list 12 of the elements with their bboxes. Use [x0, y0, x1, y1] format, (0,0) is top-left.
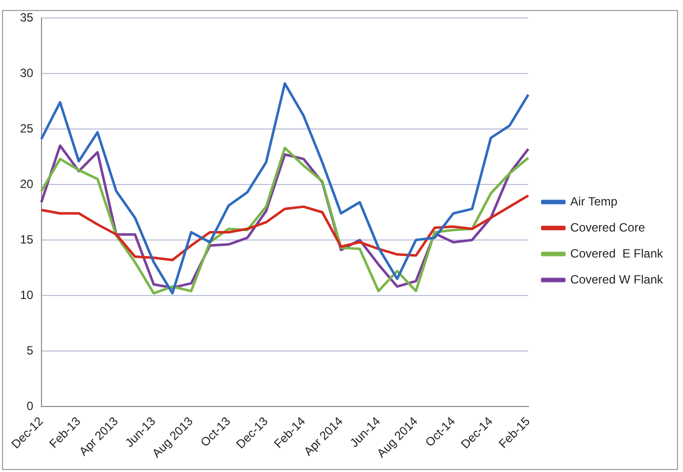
legend-label: Air Temp [570, 194, 618, 208]
y-tick-label: 30 [20, 66, 34, 80]
y-tick-label: 35 [20, 10, 34, 24]
y-tick-label: 25 [20, 121, 34, 136]
y-tick-label: 5 [26, 343, 34, 358]
legend-label: Covered E Flank [570, 246, 664, 260]
y-tick-label: 15 [20, 232, 34, 246]
y-tick-label: 20 [20, 176, 34, 191]
legend-label: Covered W Flank [570, 272, 664, 286]
legend-label: Covered Core [570, 220, 646, 234]
y-tick-label: 0 [26, 398, 34, 413]
y-tick-label: 10 [20, 288, 34, 302]
